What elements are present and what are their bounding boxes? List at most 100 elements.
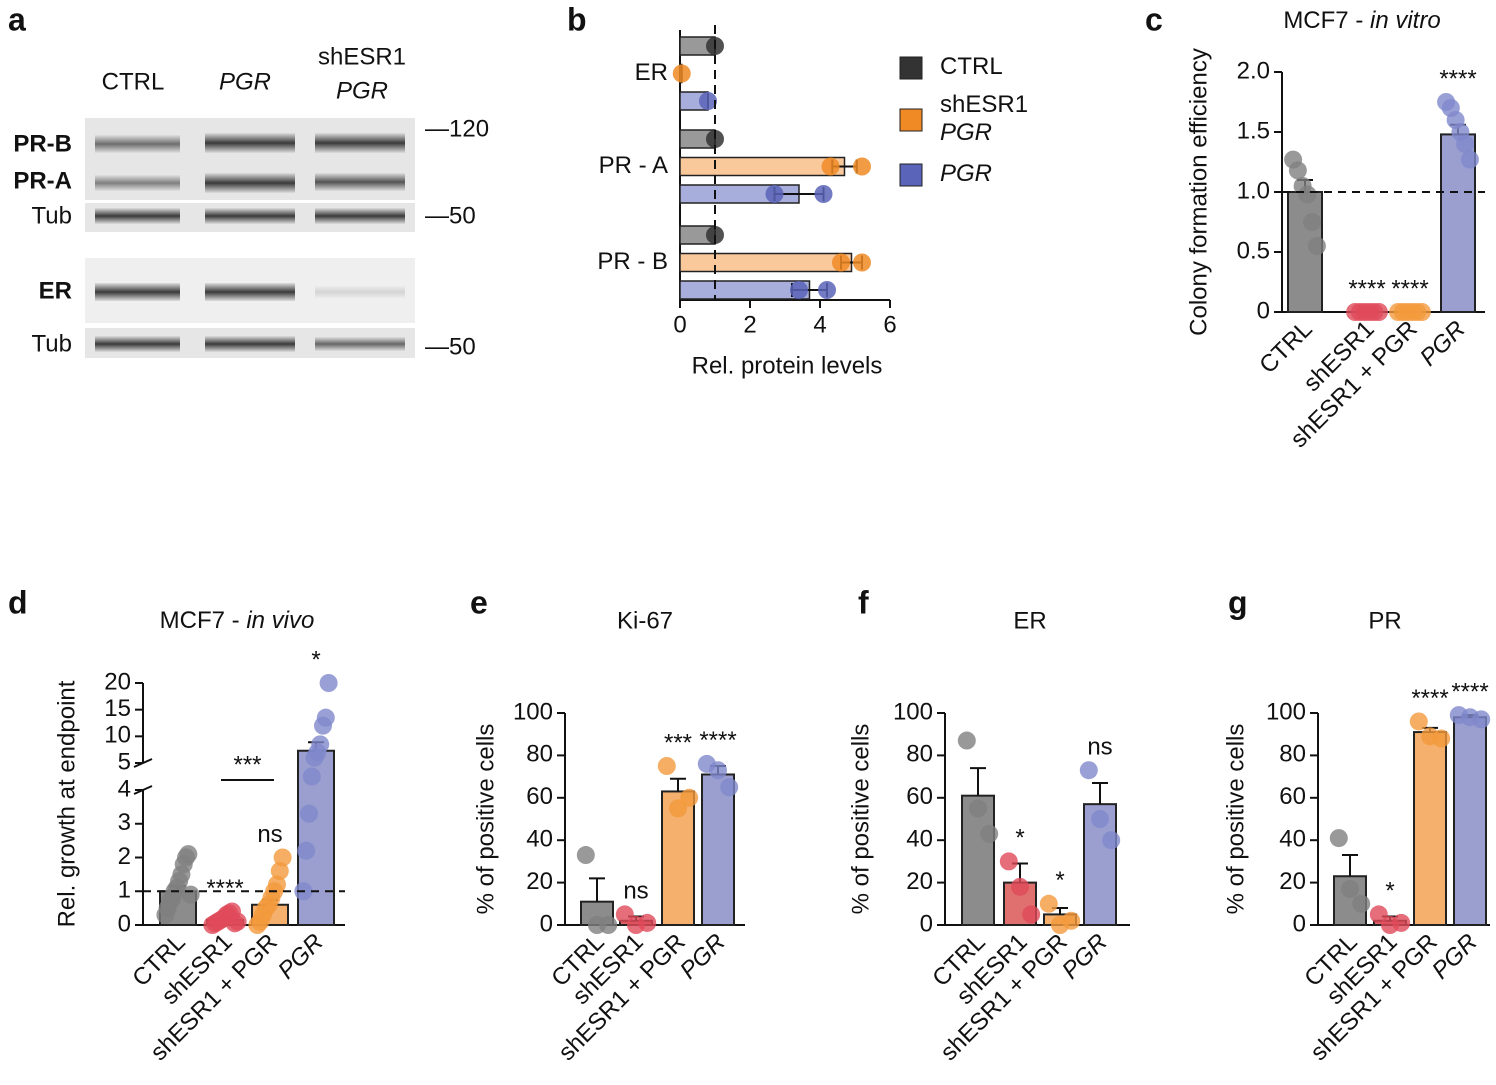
data-point (657, 757, 676, 775)
x-tick-label: 2 (743, 311, 756, 338)
data-point (576, 846, 595, 865)
x-tick-label: 4 (813, 311, 826, 338)
data-point (1091, 810, 1109, 828)
data-point (1409, 712, 1428, 731)
y-tick-label: 0 (540, 910, 553, 937)
data-point (179, 845, 198, 864)
error-bar (1092, 781, 1108, 805)
blot-images (85, 118, 415, 358)
panel-letter: a (8, 1, 26, 37)
data-point (969, 799, 987, 818)
data-point (1369, 303, 1388, 321)
bar (701, 773, 735, 926)
data-point (273, 848, 292, 867)
significance: **** (1439, 65, 1476, 92)
data-point (1288, 161, 1307, 180)
data-point (1432, 729, 1451, 748)
data-point (818, 281, 836, 299)
y-tick-label: PR - A (599, 152, 668, 179)
error-bar (670, 777, 686, 792)
significance: **** (699, 727, 736, 754)
y-tick-label: 3 (118, 809, 131, 836)
x-tick-label: 0 (673, 311, 686, 338)
y-tick-label: 100 (893, 698, 933, 725)
chart-title: Ki-67 (617, 607, 673, 634)
data-point (1011, 877, 1029, 896)
data-point (638, 913, 657, 932)
mw-marker: —50 (425, 202, 476, 229)
data-point (853, 253, 871, 272)
significance: **** (1411, 685, 1448, 712)
data-point (980, 824, 999, 843)
error-bar (970, 767, 986, 796)
y-tick-label: 4 (118, 775, 131, 802)
y-tick-label: 2 (118, 843, 131, 870)
y-tick-label: 40 (526, 826, 553, 853)
mw-marker: —120 (425, 115, 489, 142)
data-point (699, 92, 717, 110)
y-tick-label: 20 (526, 868, 553, 895)
significance: **** (1348, 275, 1385, 302)
bar (679, 156, 846, 177)
data-point (181, 885, 200, 904)
data-point (319, 674, 338, 692)
y-tick-label: 0 (1257, 297, 1270, 324)
x-tick-label: PGR (675, 929, 731, 985)
lane-label: PGR (219, 68, 271, 95)
bar (1453, 716, 1487, 926)
y-tick-label: 60 (1279, 783, 1306, 810)
y-tick-label: 80 (1279, 741, 1306, 768)
significance: **** (206, 875, 243, 902)
data-point (297, 841, 316, 860)
data-point (999, 852, 1018, 871)
panel-letter: f (858, 584, 869, 620)
x-tick-label: PGR (1427, 929, 1483, 985)
y-tick-label: PR - B (597, 248, 668, 275)
data-point (1303, 213, 1322, 231)
data-point (1102, 831, 1121, 850)
y-tick-label: ER (635, 59, 668, 86)
significance: ns (623, 878, 648, 905)
y-tick-label: 60 (906, 783, 933, 810)
data-point (669, 799, 687, 818)
legend-swatch (899, 163, 923, 187)
data-point (1412, 303, 1431, 321)
panel-letter: d (8, 584, 28, 620)
y-tick-label: 60 (526, 783, 553, 810)
mw-marker: —50 (425, 333, 476, 360)
legend-swatch (899, 56, 923, 80)
y-tick-label: 20 (906, 868, 933, 895)
y-tick-label: 10 (104, 722, 131, 749)
chart-title: MCF7 - in vitro (1283, 7, 1440, 34)
data-point (1456, 135, 1475, 153)
y-tick-label: 15 (104, 695, 131, 722)
x-tick-label: PGR (1415, 316, 1471, 372)
error-bar (589, 877, 605, 902)
data-point (680, 788, 699, 807)
data-point (615, 905, 634, 924)
y-tick-label: 20 (1279, 868, 1306, 895)
y-axis-label: % of positive cells (472, 724, 499, 915)
legend-swatch (899, 108, 923, 132)
significance: ns (1087, 734, 1112, 761)
panel-letter: e (470, 584, 488, 620)
data-point (1298, 185, 1317, 204)
y-tick-label: 0 (118, 910, 131, 937)
data-point (765, 185, 784, 203)
error-bar (1342, 854, 1358, 877)
y-axis-label: % of positive cells (1222, 724, 1249, 915)
y-tick-label: 40 (1279, 826, 1306, 853)
significance: *** (233, 751, 261, 778)
data-point (1079, 761, 1098, 780)
data-point (814, 185, 833, 203)
y-tick-label: 2.0 (1237, 57, 1270, 84)
panel-letter: g (1228, 584, 1248, 620)
data-point (1472, 710, 1491, 729)
data-point (302, 767, 321, 786)
data-point (1341, 879, 1359, 898)
chart-title: ER (1013, 607, 1046, 634)
y-tick-label: 0 (920, 910, 933, 937)
significance: * (1055, 867, 1064, 894)
row-label: PR-B (13, 130, 72, 157)
